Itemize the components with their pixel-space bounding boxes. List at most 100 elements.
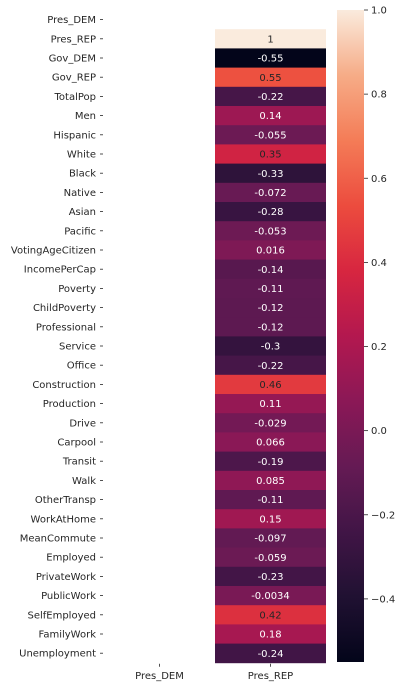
y-tick-label-incomepercap: IncomePerCap bbox=[24, 265, 96, 276]
cell-label-drive: -0.029 bbox=[254, 418, 286, 429]
cell-childpoverty-pres-rep bbox=[215, 298, 326, 318]
x-tick-label-pres-dem: Pres_DEM bbox=[135, 671, 184, 682]
heatmap-cells bbox=[215, 29, 326, 664]
y-tick-label-votingagecitizen: VotingAgeCitizen bbox=[11, 246, 96, 257]
cell-label-hispanic: -0.055 bbox=[254, 130, 286, 141]
cell-label-asian: -0.28 bbox=[258, 207, 284, 218]
cell-pacific-pres-rep bbox=[215, 221, 326, 241]
y-tick-label-construction: Construction bbox=[32, 380, 96, 391]
cell-production-pres-rep bbox=[215, 394, 326, 414]
y-tick-label-workathome: WorkAtHome bbox=[31, 514, 96, 525]
cell-label-othertransp: -0.11 bbox=[258, 495, 284, 506]
cell-native-pres-rep bbox=[215, 182, 326, 203]
y-tick-label-selfemployed: SelfEmployed bbox=[27, 610, 96, 621]
y-tick-label-childpoverty: ChildPoverty bbox=[33, 303, 96, 314]
colorbar-tick-label: 1.0 bbox=[371, 6, 387, 17]
cell-label-gov-dem: -0.55 bbox=[258, 54, 284, 65]
cell-label-professional: -0.12 bbox=[258, 322, 284, 333]
y-tick-label-familywork: FamilyWork bbox=[39, 630, 97, 641]
y-tick-label-asian: Asian bbox=[69, 207, 96, 218]
cell-asian-pres-rep bbox=[215, 202, 326, 222]
cell-label-men: 0.14 bbox=[259, 111, 281, 122]
cell-publicwork-pres-rep bbox=[215, 586, 326, 606]
y-tick-label-hispanic: Hispanic bbox=[53, 130, 96, 141]
cell-label-white: 0.35 bbox=[259, 150, 281, 161]
cell-meancommute-pres-rep bbox=[215, 528, 326, 548]
cell-transit-pres-rep bbox=[215, 451, 326, 472]
cell-unemployment-pres-rep bbox=[215, 643, 326, 664]
y-tick-label-professional: Professional bbox=[36, 322, 96, 333]
y-tick-label-othertransp: OtherTransp bbox=[35, 495, 96, 506]
x-axis: Pres_DEM Pres_REP bbox=[135, 663, 293, 682]
cell-label-office: -0.22 bbox=[258, 361, 284, 372]
y-tick-label-unemployment: Unemployment bbox=[19, 649, 96, 660]
cell-poverty-pres-rep bbox=[215, 278, 326, 299]
cell-workathome-pres-rep bbox=[215, 509, 326, 529]
cell-construction-pres-rep bbox=[215, 374, 326, 395]
x-tick-label-pres-rep: Pres_REP bbox=[248, 671, 293, 682]
y-tick-label-totalpop: TotalPop bbox=[54, 92, 97, 103]
cell-pres-rep-pres-rep bbox=[215, 29, 326, 49]
y-tick-label-transit: Transit bbox=[62, 457, 96, 468]
y-tick-label-native: Native bbox=[64, 188, 96, 199]
colorbar-tick-label: 0.6 bbox=[371, 174, 387, 185]
y-tick-label-white: White bbox=[67, 150, 96, 161]
cell-office-pres-rep bbox=[215, 355, 326, 376]
cell-gov-dem-pres-rep bbox=[215, 48, 326, 68]
cell-label-service: -0.3 bbox=[261, 342, 281, 353]
cell-label-incomepercap: -0.14 bbox=[258, 265, 284, 276]
y-tick-label-drive: Drive bbox=[69, 418, 96, 429]
y-tick-label-meancommute: MeanCommute bbox=[20, 534, 96, 545]
colorbar-tick-label: 0.8 bbox=[371, 90, 387, 101]
cell-label-meancommute: -0.097 bbox=[254, 534, 286, 545]
cell-votingagecitizen-pres-rep bbox=[215, 240, 326, 260]
colorbar-gradient bbox=[337, 10, 364, 662]
colorbar-tick-label: 0.4 bbox=[371, 258, 387, 269]
cell-label-publicwork: -0.0034 bbox=[251, 591, 290, 602]
cell-walk-pres-rep bbox=[215, 470, 326, 491]
colorbar-tick-label: −0.4 bbox=[371, 594, 395, 605]
cell-gov-rep-pres-rep bbox=[215, 67, 326, 88]
cell-label-poverty: -0.11 bbox=[258, 284, 284, 295]
cell-carpool-pres-rep bbox=[215, 432, 326, 452]
cell-label-employed: -0.059 bbox=[254, 553, 286, 564]
cell-label-construction: 0.46 bbox=[259, 380, 281, 391]
y-tick-label-office: Office bbox=[67, 361, 96, 372]
cell-label-native: -0.072 bbox=[254, 188, 286, 199]
cell-othertransp-pres-rep bbox=[215, 490, 326, 510]
cell-men-pres-rep bbox=[215, 106, 326, 126]
y-tick-label-privatework: PrivateWork bbox=[36, 572, 96, 583]
cell-familywork-pres-rep bbox=[215, 624, 326, 644]
cell-label-votingagecitizen: 0.016 bbox=[256, 246, 285, 257]
cell-label-privatework: -0.23 bbox=[258, 572, 284, 583]
y-tick-label-production: Production bbox=[43, 399, 96, 410]
cell-label-transit: -0.19 bbox=[258, 457, 284, 468]
cell-employed-pres-rep bbox=[215, 547, 326, 568]
y-tick-label-poverty: Poverty bbox=[58, 284, 96, 295]
y-tick-label-pacific: Pacific bbox=[64, 226, 96, 237]
cell-label-pacific: -0.053 bbox=[254, 226, 286, 237]
y-tick-label-publicwork: PublicWork bbox=[41, 591, 96, 602]
y-tick-label-walk: Walk bbox=[72, 476, 96, 487]
colorbar-tick-label: 0.2 bbox=[371, 342, 387, 353]
cell-privatework-pres-rep bbox=[215, 566, 326, 587]
cell-black-pres-rep bbox=[215, 163, 326, 184]
cell-label-walk: 0.085 bbox=[256, 476, 285, 487]
cell-label-production: 0.11 bbox=[259, 399, 281, 410]
cell-label-selfemployed: 0.42 bbox=[259, 610, 281, 621]
cell-totalpop-pres-rep bbox=[215, 86, 326, 107]
cell-label-workathome: 0.15 bbox=[259, 514, 281, 525]
cell-label-carpool: 0.066 bbox=[256, 438, 285, 449]
cell-label-unemployment: -0.24 bbox=[258, 649, 284, 660]
cell-white-pres-rep bbox=[215, 144, 326, 164]
y-tick-label-gov-dem: Gov_DEM bbox=[49, 54, 96, 65]
y-tick-label-service: Service bbox=[59, 342, 96, 353]
cell-label-gov-rep: 0.55 bbox=[259, 73, 281, 84]
colorbar-tick-label: −0.2 bbox=[371, 510, 395, 521]
colorbar: −0.4 −0.2 0.0 0.2 0.4 0.6 0.8 1.0 bbox=[337, 6, 395, 662]
cell-drive-pres-rep bbox=[215, 413, 326, 433]
y-tick-label-employed: Employed bbox=[46, 553, 96, 564]
y-tick-label-black: Black bbox=[69, 169, 96, 180]
cell-label-childpoverty: -0.12 bbox=[258, 303, 284, 314]
cell-professional-pres-rep bbox=[215, 317, 326, 337]
